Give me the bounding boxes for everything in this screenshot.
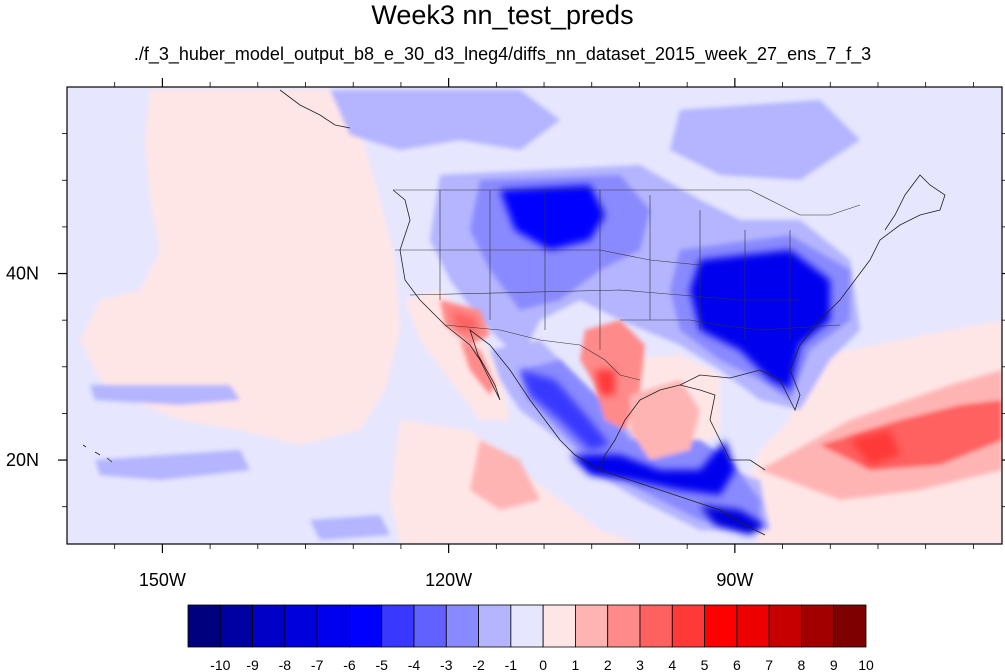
map-tick-labels: 150W 120W 90W 40N 20N: [6, 264, 753, 590]
colorbar-swatch-18: [768, 604, 802, 648]
field-region-plains-negative-core: [500, 185, 605, 250]
colorbar-label-0: -10: [210, 657, 230, 672]
field-region-pacific-negative-3: [310, 515, 390, 540]
colorbar-label-2: -8: [279, 657, 292, 672]
field-region-gulf-positive-mod: [630, 380, 700, 460]
colorbar-swatch-20: [833, 604, 867, 648]
colorbar-label-5: -5: [375, 657, 388, 672]
field-region-ne-pacific-positive: [80, 90, 400, 445]
colorbar-swatch-0: [187, 604, 221, 648]
colorbar-swatch-9: [478, 604, 512, 648]
x-tick-label-2: 90W: [716, 570, 753, 590]
colorbar-swatch-3: [284, 604, 318, 648]
field-region-atlantic-positive-strong: [850, 430, 900, 465]
hawaii-outline: [82, 444, 113, 463]
north-american-coastline: [392, 174, 946, 536]
field-region-pacific-negative-2: [95, 450, 250, 480]
colorbar-label-9: -1: [505, 657, 518, 672]
colorbar-swatch-15: [671, 604, 705, 648]
colorbar-label-4: -6: [343, 657, 356, 672]
colorbar-label-13: 3: [636, 657, 644, 672]
state-grid-rows: [395, 249, 841, 331]
x-tick-label-1: 120W: [425, 570, 472, 590]
map-frame: [66, 86, 1003, 545]
coastlines: [82, 89, 946, 536]
colorbar-swatch-10: [510, 604, 544, 648]
colorbar-swatch-8: [445, 604, 479, 648]
field-region-canada-negative: [670, 100, 860, 180]
colorbar-swatch-4: [316, 604, 350, 648]
colorbar-label-14: 4: [668, 657, 676, 672]
colorbar-swatch-14: [639, 604, 673, 648]
chart-title: Week3 nn_test_preds: [371, 0, 634, 30]
field-layer: [67, 87, 1002, 544]
colorbar-swatch-5: [349, 604, 383, 648]
map-ticks: [58, 78, 1005, 553]
field-region-central-america-negative-core: [700, 505, 765, 535]
field-region-pacific-negative-1: [90, 385, 240, 405]
field-region-sw-positive: [405, 290, 510, 420]
alaska-coastline: [279, 89, 351, 129]
colorbar-swatch-19: [801, 604, 835, 648]
us-canada-border: [393, 189, 861, 216]
field-region-epac-positive-mod: [470, 440, 540, 510]
colorbar-label-16: 6: [733, 657, 741, 672]
field-region-southeast-negative-core: [690, 250, 830, 390]
field-region-texas-positive-core: [595, 370, 615, 395]
colorbar-label-1: -9: [246, 657, 259, 672]
us-mexico-border: [444, 324, 641, 381]
field-region-mexico-negative-core: [570, 440, 735, 495]
colorbar-swatch-16: [704, 604, 738, 648]
colorbar-label-6: -4: [408, 657, 421, 672]
state-grid-cols: [439, 190, 791, 350]
colorbar-label-3: -7: [311, 657, 324, 672]
field-region-sierra-madre-negative: [520, 370, 610, 450]
chart-subtitle: ./f_3_huber_model_output_b8_e_30_d3_lneg…: [133, 44, 872, 64]
colorbar-label-7: -3: [440, 657, 453, 672]
colorbar-label-19: 9: [830, 657, 838, 672]
colorbar-swatch-7: [413, 604, 447, 648]
colorbar-swatch-12: [575, 604, 609, 648]
colorbar-swatch-11: [542, 604, 576, 648]
field-region-gulf-alaska-negative: [330, 90, 560, 150]
colorbar-swatch-2: [252, 604, 286, 648]
x-tick-label-0: 150W: [139, 570, 186, 590]
state-borders: [393, 189, 861, 381]
colorbar-label-12: 2: [604, 657, 612, 672]
colorbar-swatch-6: [381, 604, 415, 648]
colorbar: -10 -9 -8 -7 -6 -5 -4 -3 -2 -1 0 1 2 3 4 5 6 7 8 9 10: [187, 604, 874, 672]
colorbar-swatch-1: [219, 604, 253, 648]
colorbar-label-11: 1: [572, 657, 580, 672]
colorbar-label-17: 7: [765, 657, 773, 672]
colorbar-swatch-17: [736, 604, 770, 648]
colorbar-label-8: -2: [472, 657, 485, 672]
colorbar-label-10: 0: [539, 657, 547, 672]
colorbar-swatch-13: [607, 604, 641, 648]
y-tick-label-0: 40N: [6, 264, 39, 284]
colorbar-label-20: 10: [858, 657, 874, 672]
y-tick-label-1: 20N: [6, 450, 39, 470]
field-region-socal-positive-core: [450, 310, 478, 332]
colorbar-label-15: 5: [701, 657, 709, 672]
colorbar-label-18: 8: [798, 657, 806, 672]
field-region-baja-positive: [460, 340, 495, 395]
